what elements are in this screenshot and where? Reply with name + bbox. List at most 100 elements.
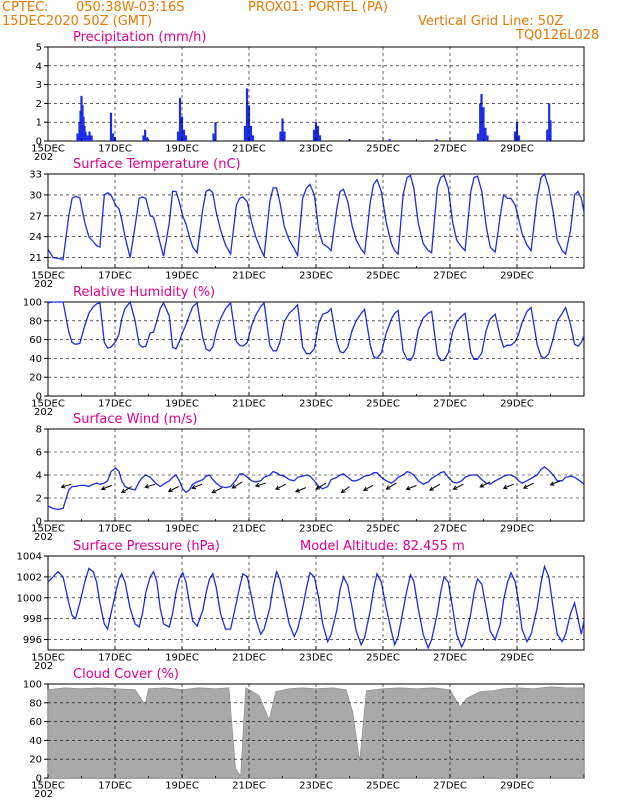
wind-arrow-shaft (61, 483, 72, 488)
precip-bar (281, 118, 284, 141)
wind-arrow-head (274, 485, 280, 490)
wind-arrow-shaft (386, 482, 397, 490)
wind-arrow-shaft (295, 487, 307, 493)
y-tick-label: 1002 (17, 572, 42, 583)
wind-arrow-shaft (406, 484, 417, 490)
y-tick-label: 2 (36, 99, 42, 110)
wind-arrow-shaft (453, 483, 464, 490)
wind-arrow-shaft (550, 480, 561, 486)
x-tick-label: 19DEC (165, 271, 199, 282)
x-tick-label: 17DEC (98, 653, 132, 664)
x-tick-label: 21DEC (232, 144, 266, 155)
x-tick-label: 29DEC (500, 399, 534, 410)
panel-2: 21 24 27 30 33 15DEC 17DEC 19DEC 21DEC 23DEC 25DEC… (29, 157, 585, 290)
x-tick-label: 19DEC (165, 399, 199, 410)
wind-arrow-head (340, 488, 346, 494)
x-tick-label: 15DEC (31, 399, 65, 410)
x-tick-label: 27DEC (433, 399, 467, 410)
y-tick-label: 996 (23, 635, 42, 646)
y-tick-label: 4 (36, 61, 42, 72)
x-tick-label: 17DEC (98, 144, 132, 155)
precip-bar (142, 135, 145, 141)
x-tick-label: 19DEC (165, 781, 199, 792)
y-tick-label: 100 (23, 680, 42, 691)
precip-bar (318, 135, 322, 141)
y-tick-label: 5 (36, 43, 42, 54)
x-tick-label: 29DEC (500, 271, 534, 282)
precip-bar (513, 131, 517, 141)
wind-arrow-shaft (479, 481, 491, 488)
panel-title: Precipitation (mm/h) (73, 30, 206, 45)
y-tick-label: 60 (29, 335, 42, 346)
panel-annotation: Model Altitude: 82.455 m (300, 539, 465, 554)
y-tick-label: 4 (36, 471, 42, 482)
wind-arrow-shaft (101, 484, 112, 490)
wind-arrow-shaft (275, 483, 287, 490)
y-tick-label: 100 (23, 298, 42, 309)
precip-bar (247, 105, 251, 141)
precip-bar (182, 129, 186, 141)
y-tick-label: 8 (36, 425, 42, 436)
panel-4: 0 2 4 6 8 15DEC 17DEC 19DEC 21DEC 23DEC 25DEC 27DEC… (31, 412, 585, 543)
precip-bar (251, 135, 255, 141)
precip-bar (477, 133, 480, 141)
precip-bar (517, 135, 521, 141)
x-tick-label: 15DEC (31, 653, 65, 664)
x-tick-label: 23DEC (299, 524, 333, 535)
x-tick-label: 21DEC (232, 781, 266, 792)
wind-arrow-shaft (191, 483, 203, 489)
wind-arrow-head (549, 481, 555, 486)
x-year-stub: 202 (34, 661, 53, 672)
panel-6: 0 20 40 60 80 100 15DEC 17DEC 19DEC 21DEC 23DEC 25D… (23, 667, 585, 800)
wind-arrow-shaft (145, 483, 156, 488)
precip-bar (316, 126, 320, 141)
x-tick-label: 23DEC (299, 781, 333, 792)
wind-arrow-head (362, 486, 368, 491)
y-tick-label: 20 (29, 373, 42, 384)
y-tick-label: 24 (29, 232, 42, 243)
wind-arrow-shaft (121, 486, 133, 493)
wind-arrow-shaft (168, 486, 179, 492)
precip-bar (283, 131, 286, 141)
wind-arrow-head (522, 484, 528, 489)
precip-bar (549, 120, 552, 141)
wind-arrow-head (405, 485, 411, 491)
wind-arrow-head (315, 485, 321, 490)
precip-bar (243, 126, 247, 141)
precip-bar (212, 133, 215, 141)
precip-bar (249, 126, 253, 141)
panel-title: Cloud Cover (%) (73, 667, 179, 682)
y-tick-label: 0 (36, 137, 42, 148)
precip-bar (482, 107, 485, 141)
x-tick-label: 15DEC (31, 271, 65, 282)
header-source: CPTEC: (2, 0, 49, 15)
wind-arrow-head (167, 487, 173, 493)
x-tick-label: 23DEC (299, 653, 333, 664)
y-tick-label: 6 (36, 448, 42, 459)
wind-arrow-shaft (341, 486, 350, 493)
precip-bar (144, 129, 147, 141)
wind-arrow-head (211, 489, 217, 494)
series-line (47, 300, 585, 362)
wind-arrow-head (191, 484, 197, 490)
precip-bar (388, 139, 391, 141)
y-tick-label: 27 (29, 211, 42, 222)
precip-bar (109, 112, 113, 141)
precip-bar (180, 116, 184, 141)
x-tick-label: 15DEC (31, 524, 65, 535)
x-tick-label: 27DEC (433, 524, 467, 535)
precip-bar (176, 131, 180, 141)
x-tick-label: 27DEC (433, 653, 467, 664)
x-year-stub: 202 (34, 407, 53, 418)
wind-arrow-head (385, 485, 391, 490)
wind-arrow-shaft (232, 481, 243, 489)
wind-arrow-head (254, 482, 260, 488)
x-year-stub: 202 (34, 152, 53, 163)
precip-bar (214, 122, 217, 141)
header-code: TQ0126L028 (516, 28, 600, 43)
wind-arrow-shaft (429, 483, 441, 491)
x-tick-label: 25DEC (366, 271, 400, 282)
y-tick-label: 1000 (17, 593, 42, 604)
precip-bar (184, 135, 188, 141)
